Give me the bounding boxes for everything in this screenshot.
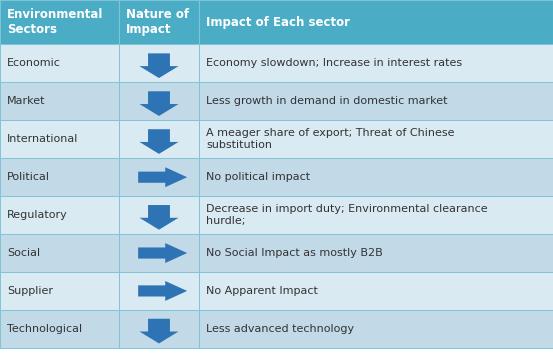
Text: Less growth in demand in domestic market: Less growth in demand in domestic market — [206, 96, 447, 106]
Polygon shape — [139, 91, 179, 116]
Text: Nature of
Impact: Nature of Impact — [126, 8, 189, 36]
Bar — [119, 0, 199, 44]
Text: Decrease in import duty; Environmental clearance
hurdle;: Decrease in import duty; Environmental c… — [206, 204, 488, 226]
Bar — [119, 196, 199, 234]
Bar — [199, 83, 553, 120]
Bar — [119, 310, 199, 348]
Text: No Social Impact as mostly B2B: No Social Impact as mostly B2B — [206, 248, 383, 258]
Bar — [0, 120, 119, 158]
Bar — [0, 272, 119, 310]
Text: Environmental
Sectors: Environmental Sectors — [7, 8, 103, 36]
Bar — [0, 310, 119, 348]
Text: Supplier: Supplier — [7, 286, 53, 296]
Bar — [119, 272, 199, 310]
Text: Economic: Economic — [7, 58, 61, 68]
Bar — [119, 83, 199, 120]
Text: Market: Market — [7, 96, 45, 106]
Text: Social: Social — [7, 248, 40, 258]
Polygon shape — [138, 243, 187, 263]
Bar — [0, 0, 119, 44]
Text: International: International — [7, 134, 79, 144]
Bar — [119, 158, 199, 196]
Text: Technological: Technological — [7, 324, 82, 334]
Bar — [199, 44, 553, 83]
Bar — [199, 120, 553, 158]
Text: Economy slowdown; Increase in interest rates: Economy slowdown; Increase in interest r… — [206, 58, 462, 68]
Text: Less advanced technology: Less advanced technology — [206, 324, 354, 334]
Bar — [119, 234, 199, 272]
Polygon shape — [138, 167, 187, 187]
Bar — [0, 234, 119, 272]
Bar — [199, 234, 553, 272]
Bar — [199, 158, 553, 196]
Polygon shape — [138, 281, 187, 301]
Bar — [119, 120, 199, 158]
Bar — [199, 196, 553, 234]
Polygon shape — [139, 129, 179, 154]
Polygon shape — [139, 53, 179, 78]
Bar — [199, 0, 553, 44]
Polygon shape — [139, 205, 179, 230]
Text: No Apparent Impact: No Apparent Impact — [206, 286, 318, 296]
Polygon shape — [139, 319, 179, 344]
Bar — [0, 44, 119, 83]
Bar — [0, 83, 119, 120]
Text: Political: Political — [7, 172, 50, 182]
Bar — [0, 196, 119, 234]
Bar — [0, 158, 119, 196]
Bar — [199, 272, 553, 310]
Bar — [119, 44, 199, 83]
Text: No political impact: No political impact — [206, 172, 310, 182]
Text: Impact of Each sector: Impact of Each sector — [206, 16, 350, 29]
Bar — [199, 310, 553, 348]
Text: A meager share of export; Threat of Chinese
substitution: A meager share of export; Threat of Chin… — [206, 129, 455, 150]
Text: Regulatory: Regulatory — [7, 210, 68, 220]
